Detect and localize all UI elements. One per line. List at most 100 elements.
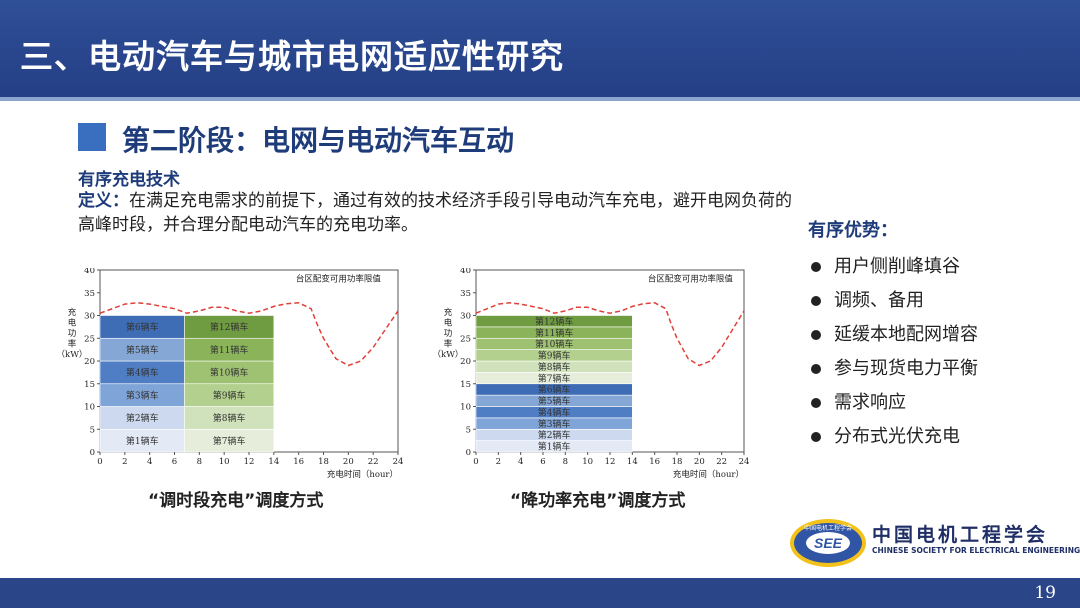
list-item: 需求响应	[808, 386, 1068, 420]
x-tick-label: 10	[219, 457, 230, 467]
x-tick-label: 2	[496, 457, 501, 467]
x-tick-label: 8	[197, 457, 202, 467]
bullet-icon	[811, 330, 821, 340]
vehicle-label: 第6辆车	[126, 321, 159, 333]
vehicle-label: 第7辆车	[213, 435, 246, 447]
x-tick-label: 24	[393, 457, 404, 467]
x-tick-label: 16	[649, 457, 660, 467]
x-tick-label: 4	[518, 457, 523, 467]
header-divider	[0, 97, 1080, 101]
x-tick-label: 12	[244, 457, 255, 467]
advantage-text: 参与现货电力平衡	[834, 358, 978, 379]
vehicle-label: 第2辆车	[538, 429, 571, 441]
list-item: 用户侧削峰填谷	[808, 250, 1068, 284]
vehicle-label: 第6辆车	[538, 384, 571, 396]
list-item: 调频、备用	[808, 284, 1068, 318]
y-tick-label: 40	[460, 268, 471, 276]
x-tick-label: 2	[122, 457, 127, 467]
chart-power-reduction-caption: “降功率充电”调度方式	[510, 491, 686, 511]
vehicle-label: 第2辆车	[126, 412, 159, 424]
y-tick-label: 30	[84, 312, 95, 322]
advantage-text: 需求响应	[834, 392, 906, 413]
logo-ring-text: 中国电机工程学会	[804, 524, 852, 532]
advantages-panel: 有序优势： 用户侧削峰填谷 调频、备用 延缓本地配网增容 参与现货电力平衡 需求…	[808, 216, 1068, 454]
section-title: 第二阶段：电网与电动汽车互动	[122, 124, 515, 157]
csee-emblem-icon: SEE 中国电机工程学会	[790, 519, 866, 567]
y-tick-label: 10	[460, 403, 471, 413]
advantage-text: 分布式光伏充电	[834, 426, 960, 447]
vehicle-block	[475, 315, 633, 328]
subheading: 有序充电技术	[78, 170, 180, 190]
list-item: 分布式光伏充电	[808, 420, 1068, 454]
x-tick-label: 8	[563, 457, 568, 467]
vehicle-label: 第8辆车	[538, 361, 571, 373]
y-tick-label: 10	[84, 403, 95, 413]
x-tick-label: 10	[582, 457, 593, 467]
vehicle-label: 第11辆车	[535, 327, 573, 339]
x-tick-label: 20	[343, 457, 354, 467]
advantages-list: 用户侧削峰填谷 调频、备用 延缓本地配网增容 参与现货电力平衡 需求响应 分布式…	[808, 250, 1068, 454]
y-tick-label: 35	[460, 289, 471, 299]
list-item: 参与现货电力平衡	[808, 352, 1068, 386]
x-tick-label: 18	[672, 457, 683, 467]
bullet-icon	[811, 262, 821, 272]
x-tick-label: 16	[293, 457, 304, 467]
chart-time-shift: 第1辆车 第2辆车 第3辆车 第4辆车 第5辆车 第6辆车 第7辆车 第8辆车 第9辆车 第10辆…	[52, 266, 412, 480]
x-tick-label: 14	[627, 457, 638, 467]
definition-paragraph: 定义：在满足充电需求的前提下，通过有效的技术经济手段引导电动汽车充电，避开电网负…	[78, 189, 793, 237]
x-tick-label: 0	[97, 457, 102, 467]
y-tick-label: 25	[84, 334, 95, 344]
vehicle-label: 第9辆车	[213, 389, 246, 401]
x-tick-label: 4	[147, 457, 152, 467]
bullet-icon	[811, 296, 821, 306]
y-tick-label: 20	[460, 357, 471, 367]
y-tick-label: 35	[84, 289, 95, 299]
vehicle-label: 第9辆车	[538, 350, 571, 362]
y-axis-label: 充电功率（kW）	[433, 307, 464, 360]
bullet-icon	[811, 364, 821, 374]
y-tick-label: 5	[466, 425, 471, 435]
vehicle-label: 第5辆车	[126, 344, 159, 356]
vehicle-label: 第12辆车	[535, 315, 573, 327]
vehicle-label: 第5辆车	[538, 395, 571, 407]
vehicle-label: 第3辆车	[126, 389, 159, 401]
x-tick-label: 0	[473, 457, 478, 467]
advantages-title: 有序优势：	[808, 220, 898, 241]
y-tick-label: 0	[466, 448, 471, 458]
x-tick-label: 18	[318, 457, 329, 467]
limit-annotation: 台区配变可用功率限值	[296, 273, 382, 284]
y-tick-label: 15	[460, 380, 471, 390]
y-tick-label: 30	[460, 312, 471, 322]
logo-badge-text: SEE	[814, 535, 843, 551]
header-bar: 三、电动汽车与城市电网适应性研究	[0, 0, 1080, 101]
y-tick-label: 40	[84, 268, 95, 276]
vehicle-label: 第1辆车	[126, 435, 159, 447]
vehicle-label: 第7辆车	[538, 372, 571, 384]
x-tick-label: 14	[268, 457, 279, 467]
x-tick-label: 22	[716, 457, 727, 467]
x-tick-label: 20	[694, 457, 705, 467]
advantage-text: 用户侧削峰填谷	[834, 256, 960, 277]
x-tick-label: 12	[605, 457, 616, 467]
vehicle-block	[184, 315, 275, 339]
limit-line	[475, 302, 745, 367]
csee-logo: SEE 中国电机工程学会 中国电机工程学会 CHINESE SOCIETY FO…	[788, 512, 1080, 574]
y-tick-label: 20	[84, 357, 95, 367]
y-axis-label: 充电功率（kW）	[57, 307, 88, 360]
y-tick-label: 5	[90, 425, 95, 435]
page-title: 三、电动汽车与城市电网适应性研究	[20, 37, 564, 76]
bullet-icon	[811, 398, 821, 408]
page-number: 19	[1034, 583, 1056, 603]
logo-name-cn: 中国电机工程学会	[872, 524, 1049, 546]
vehicle-label: 第4辆车	[126, 367, 159, 379]
definition-label: 定义：	[78, 191, 129, 211]
x-tick-label: 22	[368, 457, 379, 467]
logo-name-en: CHINESE SOCIETY FOR ELECTRICAL ENGINEERI…	[872, 546, 1080, 555]
vehicle-label: 第4辆车	[538, 406, 571, 418]
x-tick-label: 24	[739, 457, 750, 467]
bullet-icon	[811, 432, 821, 442]
vehicle-label: 第3辆车	[538, 418, 571, 430]
square-bullet-icon	[78, 123, 106, 151]
vehicle-label: 第10辆车	[210, 367, 248, 379]
